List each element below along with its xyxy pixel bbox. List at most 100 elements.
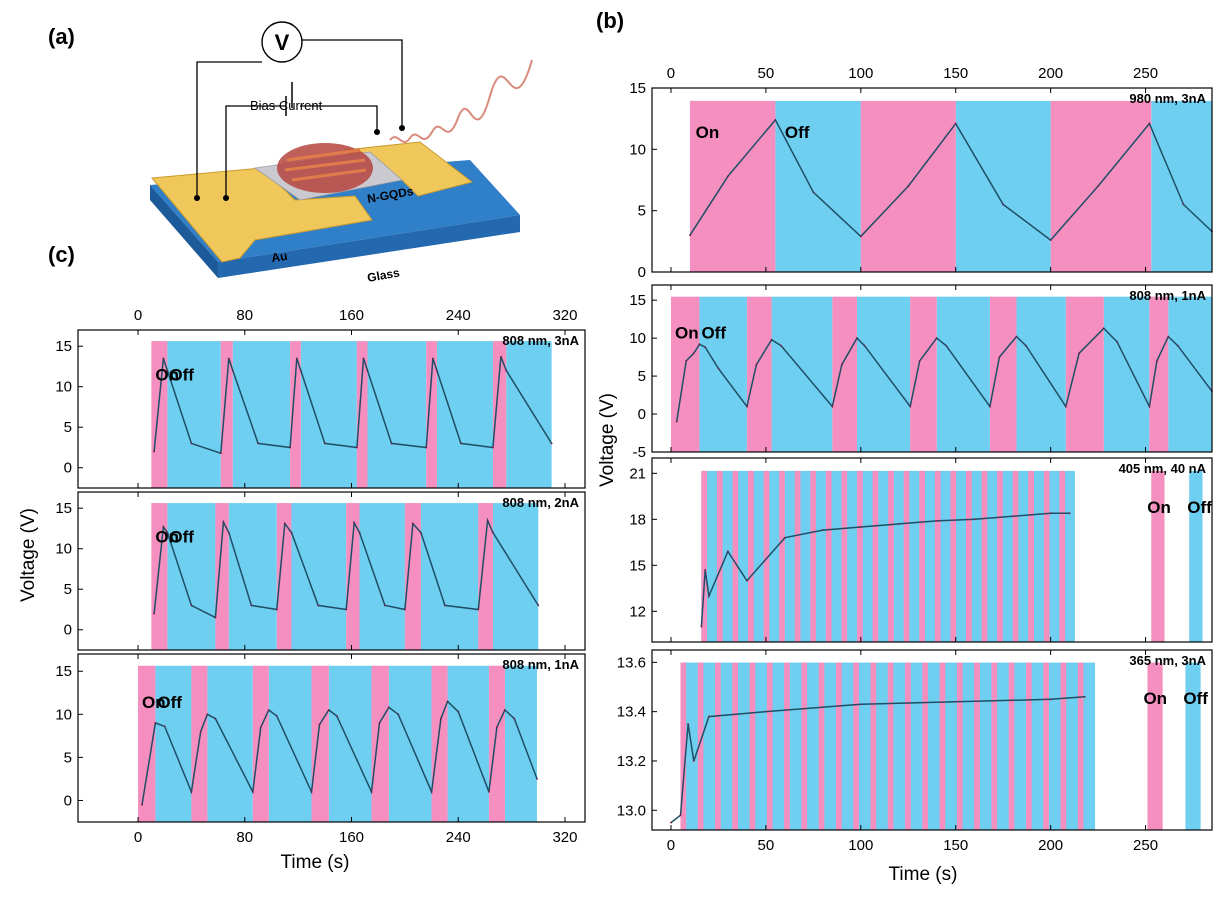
data-point	[492, 531, 494, 534]
on-band	[887, 662, 894, 830]
condition-label: 808 nm, 3nA	[502, 333, 579, 348]
on-band	[151, 341, 168, 488]
off-band	[420, 503, 479, 650]
on-band	[215, 503, 229, 650]
c-xlabel: Time (s)	[281, 852, 350, 873]
data-point	[403, 608, 406, 611]
off-band	[1103, 296, 1150, 452]
off-label: Off	[785, 123, 810, 142]
x-tick-label-top: 100	[848, 65, 873, 82]
plot-frame	[651, 649, 1213, 831]
data-point	[1064, 405, 1067, 408]
data-point	[154, 722, 157, 724]
on-band	[974, 662, 980, 830]
data-point	[166, 531, 169, 534]
on-band	[801, 662, 808, 830]
data-point	[222, 521, 225, 523]
data-point	[214, 717, 217, 720]
data-point	[496, 726, 498, 729]
x-tick-label-top: 250	[1133, 65, 1158, 82]
data-point	[425, 446, 428, 449]
on-band	[922, 662, 929, 830]
data-point	[780, 344, 782, 347]
data-point	[1049, 698, 1052, 701]
x-tick-label-top: 0	[134, 307, 142, 324]
y-tick-label: 15	[55, 663, 72, 680]
bias-wire	[225, 105, 378, 198]
on-label: On	[142, 693, 166, 712]
data-point	[378, 722, 381, 724]
data-point	[358, 531, 361, 534]
condition-label: 808 nm, 1nA	[1129, 288, 1206, 303]
data-point	[432, 357, 434, 360]
data-point	[954, 700, 957, 703]
on-band	[810, 470, 817, 642]
data-point	[440, 717, 442, 720]
data-point	[755, 363, 758, 366]
y-tick-label: 13.4	[617, 704, 646, 721]
data-point	[1078, 352, 1081, 355]
data-point	[679, 814, 682, 817]
data-point	[1011, 515, 1014, 518]
data-point	[859, 526, 862, 528]
off-band	[936, 296, 990, 452]
on-band	[426, 341, 437, 488]
x-tick-label-top: 150	[943, 65, 968, 82]
on-band	[697, 662, 704, 830]
data-point	[1182, 203, 1185, 206]
on-band	[1012, 470, 1019, 642]
legend-off-swatch	[1185, 662, 1201, 830]
on-band	[870, 662, 877, 830]
on-band	[835, 662, 842, 830]
b-ylabel: Voltage (V)	[597, 393, 618, 487]
off-band	[1151, 100, 1212, 272]
data-point	[821, 529, 824, 531]
data-point	[918, 360, 921, 362]
y-tick-label: 5	[638, 368, 646, 385]
data-point	[162, 357, 165, 360]
data-point	[770, 338, 773, 341]
data-point	[764, 710, 767, 713]
au-label: Au	[270, 249, 288, 265]
data-point	[335, 715, 338, 717]
plot-frame	[77, 491, 586, 651]
data-point	[323, 442, 326, 445]
on-band	[779, 470, 785, 642]
x-tick-label: 160	[339, 829, 364, 846]
off-label: Off	[157, 693, 182, 712]
on-band	[981, 470, 988, 642]
on-band	[404, 503, 421, 650]
data-point	[1068, 512, 1071, 515]
data-point	[345, 608, 348, 611]
data-point	[1083, 695, 1086, 698]
y-tick-label: 0	[638, 264, 646, 281]
on-label: On	[1147, 498, 1171, 517]
data-point	[318, 723, 321, 726]
voltmeter-icon	[261, 21, 303, 63]
on-band	[1149, 296, 1169, 452]
y-tick-label: -5	[633, 444, 646, 461]
series-line	[670, 696, 1085, 824]
x-tick-label: 50	[758, 837, 775, 854]
data-point	[998, 356, 1001, 359]
data-point	[250, 604, 253, 607]
on-band	[680, 662, 687, 830]
y-tick-label: 15	[629, 557, 646, 574]
chart-b2: -5 0 5 10 15 808 nm, 1nA On Off	[629, 284, 1213, 461]
on-band	[905, 662, 911, 830]
off-band	[300, 341, 357, 488]
on-band	[939, 662, 946, 830]
data-point	[945, 344, 948, 347]
data-point	[353, 521, 356, 524]
y-tick-label: 10	[629, 330, 646, 347]
condition-label: 980 nm, 3nA	[1129, 91, 1206, 106]
chart-b3: 12 15 18 21 405 nm, 40 nA On Off	[629, 457, 1213, 643]
data-point	[488, 790, 490, 793]
x-tick-label-top: 240	[446, 307, 471, 324]
off-band	[232, 341, 291, 488]
data-point	[687, 723, 689, 725]
data-point	[251, 790, 254, 793]
bias-current-label: Bias Current	[250, 98, 323, 113]
